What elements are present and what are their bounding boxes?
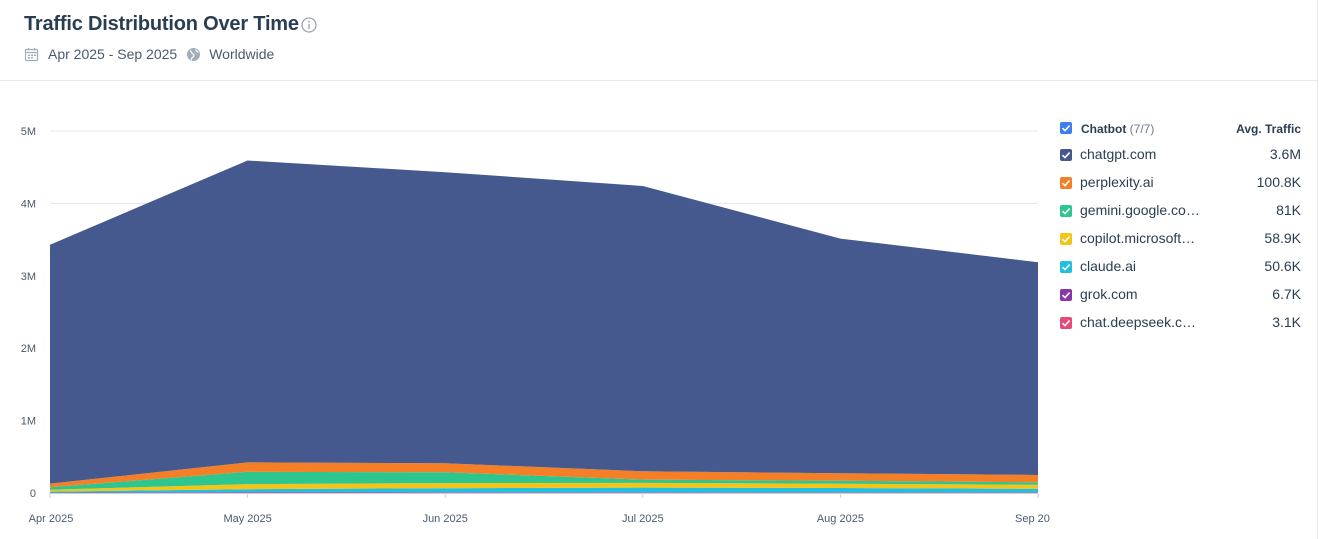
legend-group-name: Chatbot: [1081, 122, 1127, 136]
legend-item-name: claude.ai: [1080, 258, 1137, 274]
avg-traffic-header[interactable]: Avg. Traffic: [1236, 122, 1301, 136]
legend-item-name: gemini.google.co…: [1080, 202, 1200, 218]
y-tick-label: 4M: [21, 198, 36, 210]
y-tick-label: 0: [30, 488, 36, 500]
legend-group-label: Chatbot (7/7): [1081, 122, 1154, 136]
calendar-icon: [24, 47, 39, 61]
legend-item[interactable]: gemini.google.co… 81K: [1058, 196, 1303, 224]
legend-checkbox[interactable]: [1060, 149, 1072, 161]
chart-title: Traffic Distribution Over Time: [24, 13, 299, 35]
stacked-area-chart: 0 1M 2M 3M 4M 5M Apr 2025 May 2025 Jun 2025 Jul 2…: [21, 126, 1050, 525]
x-tick-label: May 2025: [223, 513, 271, 525]
legend-item-value: 6.7K: [1272, 286, 1301, 302]
series-area: [50, 160, 1038, 484]
legend-item-value: 81K: [1276, 202, 1301, 218]
select-all-checkbox[interactable]: [1060, 122, 1072, 134]
date-range: Apr 2025 - Sep 2025: [48, 46, 178, 62]
legend-checkbox[interactable]: [1060, 233, 1072, 245]
legend-item-name: copilot.microsoft…: [1080, 230, 1196, 246]
info-icon[interactable]: [301, 17, 317, 33]
legend-item-value: 3.1K: [1272, 314, 1301, 330]
legend-item-value: 100.8K: [1256, 174, 1301, 190]
legend-checkbox[interactable]: [1060, 177, 1072, 189]
y-tick-label: 3M: [21, 271, 36, 283]
legend-item-name: chat.deepseek.c…: [1080, 314, 1196, 330]
chart-legend: Chatbot (7/7) Avg. Traffic chatgpt.com 3.…: [1058, 118, 1303, 336]
series-area: [50, 487, 1038, 493]
legend-item-name: grok.com: [1080, 286, 1138, 302]
legend-item[interactable]: perplexity.ai 100.8K: [1058, 168, 1303, 196]
legend-header: Chatbot (7/7) Avg. Traffic: [1058, 118, 1303, 140]
series-area: [50, 482, 1038, 492]
legend-item[interactable]: grok.com 6.7K: [1058, 280, 1303, 308]
card-header: Traffic Distribution Over Time Apr 2025 …: [0, 0, 1317, 81]
legend-item[interactable]: chatgpt.com 3.6M: [1058, 140, 1303, 168]
legend-checkbox[interactable]: [1060, 205, 1072, 217]
legend-item[interactable]: chat.deepseek.c… 3.1K: [1058, 308, 1303, 336]
legend-item-value: 58.9K: [1264, 230, 1301, 246]
y-tick-label: 2M: [21, 343, 36, 355]
legend-item[interactable]: claude.ai 50.6K: [1058, 252, 1303, 280]
legend-item-name: perplexity.ai: [1080, 174, 1154, 190]
legend-item[interactable]: copilot.microsoft… 58.9K: [1058, 224, 1303, 252]
legend-item-value: 50.6K: [1264, 258, 1301, 274]
legend-checkbox[interactable]: [1060, 289, 1072, 301]
chart-subline: Apr 2025 - Sep 2025 Worldwide: [24, 45, 274, 63]
x-tick-label: Sep 2025: [1015, 513, 1050, 525]
legend-checkbox[interactable]: [1060, 261, 1072, 273]
series-area: [50, 492, 1038, 493]
legend-group-count: (7/7): [1129, 122, 1155, 136]
series-area: [50, 462, 1038, 488]
x-tick-label: Aug 2025: [817, 513, 864, 525]
legend-rows: chatgpt.com 3.6M perplexity.ai 100.8K gemini…: [1058, 140, 1303, 336]
y-tick-label: 5M: [21, 126, 36, 138]
region: Worldwide: [209, 46, 275, 62]
series-area: [50, 471, 1038, 490]
legend-checkbox[interactable]: [1060, 317, 1072, 329]
x-tick-label: Jun 2025: [423, 513, 468, 525]
legend-item-name: chatgpt.com: [1080, 146, 1157, 162]
y-tick-label: 1M: [21, 416, 36, 428]
legend-item-value: 3.6M: [1269, 146, 1301, 162]
x-tick-label: Apr 2025: [29, 513, 74, 525]
x-tick-label: Jul 2025: [622, 513, 664, 525]
globe-icon: [187, 47, 201, 61]
